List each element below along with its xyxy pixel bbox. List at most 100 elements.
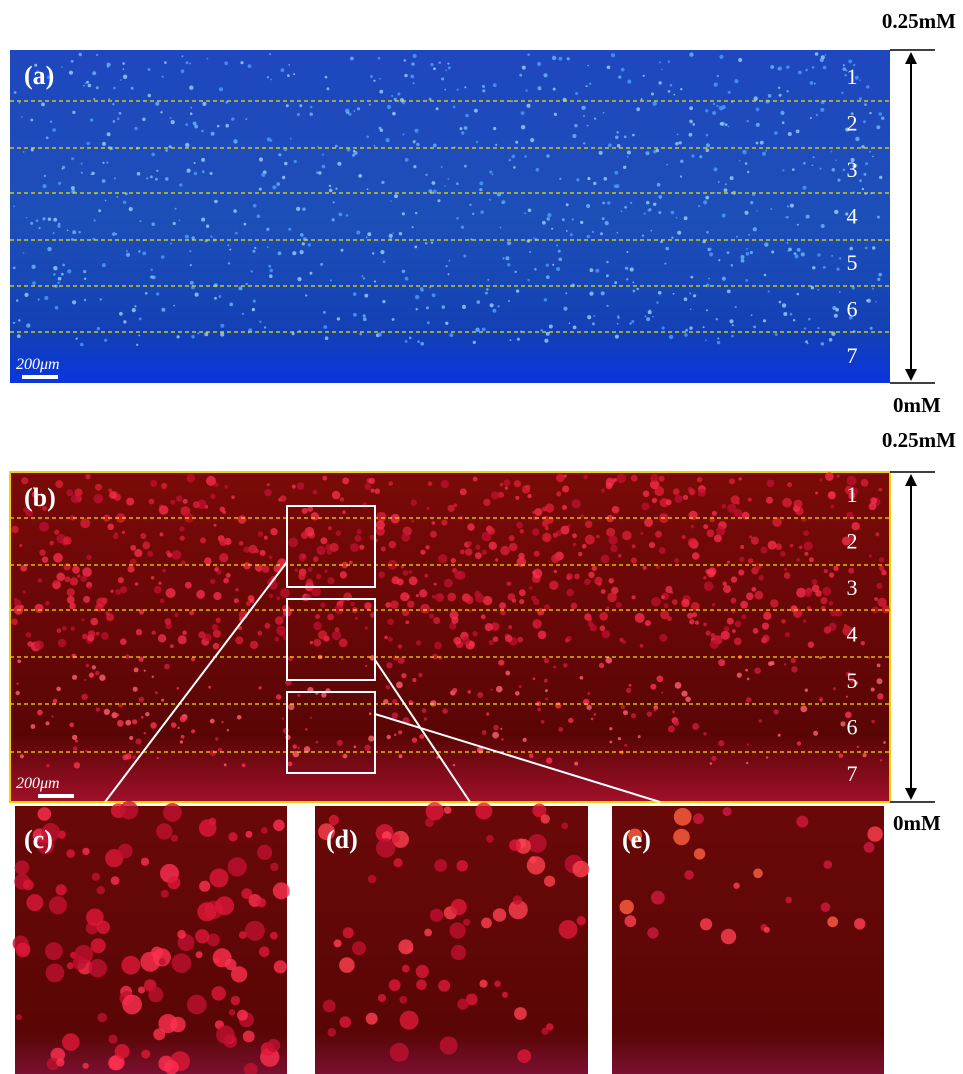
cell [236,715,242,720]
cell [766,479,775,488]
cell [869,150,872,153]
cell [213,591,222,601]
cell [318,171,322,175]
cell [297,277,302,282]
cell [171,550,182,560]
cell [689,326,693,330]
cell [411,519,415,524]
cell [309,716,312,719]
cell [195,929,210,944]
cell [164,663,170,670]
cell [614,334,619,339]
panel-label: (b) [24,483,56,512]
cell [746,120,749,123]
cell [185,123,189,127]
cell [81,618,85,622]
cell [790,657,796,664]
cell [352,149,356,153]
cell [200,537,207,544]
cell [452,105,456,109]
cell [142,117,146,122]
cell [173,304,175,307]
cell [150,268,153,271]
cell [115,233,118,235]
cell [564,638,570,643]
cell [400,592,410,602]
cell [414,128,419,133]
cell [361,275,364,278]
cell [842,168,846,172]
cell [691,552,700,560]
cell [103,708,110,716]
cell [572,325,577,330]
cell [849,677,855,683]
cell [330,279,332,282]
cell [74,945,94,964]
cell [540,720,545,724]
cell [356,230,361,235]
cell [62,1033,80,1051]
cell [551,55,557,61]
cell [312,489,318,495]
lane-number: 2 [847,529,858,554]
cell [600,291,605,296]
cell [301,242,305,246]
cell [563,474,567,478]
cell [820,107,825,112]
cell [362,317,367,322]
cell [782,497,792,508]
cell [364,744,371,751]
cell [126,250,128,253]
cell [447,178,450,180]
cell [543,73,548,78]
cell [781,303,787,308]
cell [84,82,87,84]
cell [418,672,423,678]
panel-label: (c) [24,825,53,854]
panel-label: (a) [24,61,54,90]
cell [257,531,264,537]
cell [415,964,429,979]
cell [803,541,813,551]
cell [111,712,118,719]
cell [142,251,147,256]
cell [863,842,875,853]
cell [731,629,736,633]
cell [778,93,782,97]
cell [377,993,387,1003]
cell [243,562,251,570]
cell [543,658,550,664]
cell [726,251,730,255]
cell [624,915,637,928]
cell [55,480,64,489]
cell [109,491,117,499]
cell [164,618,172,625]
cell [93,219,96,222]
cell [642,490,650,498]
cell [204,557,212,565]
cell [628,684,632,687]
cell [86,554,92,560]
cell [762,634,770,642]
cell [705,569,711,574]
cell [117,843,133,859]
cell [277,251,282,256]
cell [756,210,758,212]
cell [507,241,512,246]
cell [404,158,409,162]
cell [82,633,88,640]
cell [425,545,430,550]
cell [156,169,159,172]
cell [309,105,313,109]
cell [528,753,534,759]
cell [622,530,632,541]
cell [534,508,543,517]
cell [424,573,429,578]
cell [141,1049,151,1059]
cell [807,641,815,648]
cell [867,826,883,842]
cell [738,159,741,162]
cell [674,682,682,689]
cell [421,708,427,713]
